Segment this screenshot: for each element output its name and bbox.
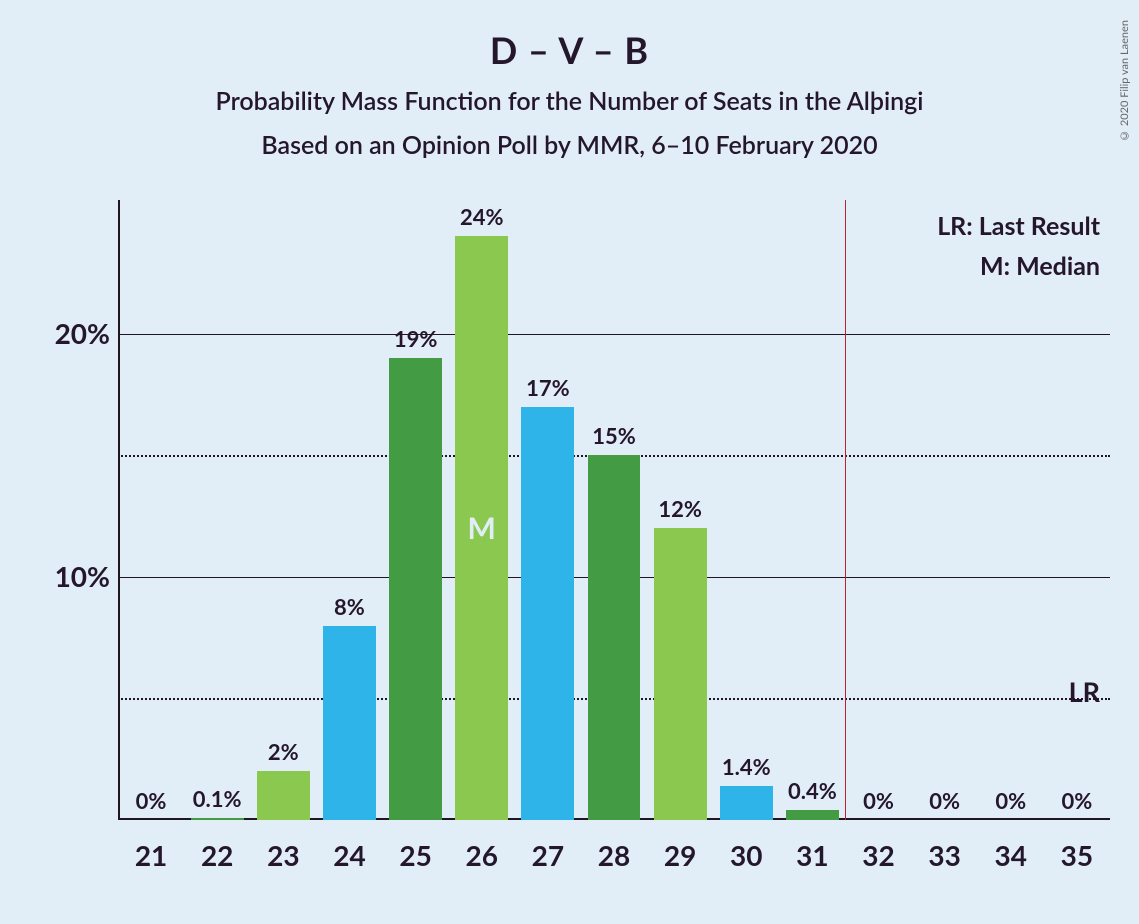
x-axis-tick-label: 26 <box>449 820 515 872</box>
chart-subtitle-2: Based on an Opinion Poll by MMR, 6–10 Fe… <box>0 130 1139 160</box>
x-axis-tick-label: 24 <box>316 820 382 872</box>
legend: LR: Last Result M: Median <box>937 206 1100 286</box>
bar-value-label: 0% <box>918 787 971 820</box>
y-axis-tick-label: 20% <box>20 316 110 350</box>
y-axis-line <box>118 200 120 820</box>
bar-value-label: 0% <box>852 787 905 820</box>
x-axis-tick-label: 28 <box>581 820 647 872</box>
chart-area: 10%20%0%210.1%222%238%2419%2524%M2617%27… <box>118 200 1110 820</box>
bar: 24%M <box>455 236 508 820</box>
x-axis-tick-label: 25 <box>383 820 449 872</box>
x-axis-tick-label: 30 <box>713 820 779 872</box>
legend-lr: LR: Last Result <box>937 206 1100 246</box>
bar-value-label: 0% <box>125 787 178 820</box>
bar-value-label: 0.1% <box>191 785 244 818</box>
chart-title: D – V – B <box>0 0 1139 72</box>
bar-value-label: 0% <box>1050 787 1103 820</box>
lr-line <box>845 200 846 820</box>
x-axis-tick-label: 27 <box>515 820 581 872</box>
bar: 2% <box>257 771 310 820</box>
chart-subtitle-1: Probability Mass Function for the Number… <box>0 86 1139 116</box>
bar: 15% <box>588 455 641 820</box>
bar: 1.4% <box>720 786 773 820</box>
bar-value-label: 8% <box>323 593 376 626</box>
bar-value-label: 17% <box>521 374 574 407</box>
x-axis-tick-label: 21 <box>118 820 184 872</box>
copyright-text: © 2020 Filip van Laenen <box>1118 20 1131 142</box>
bar-value-label: 12% <box>654 495 707 528</box>
y-axis-tick-label: 10% <box>20 559 110 593</box>
bar: 17% <box>521 407 574 820</box>
bar-value-label: 0.4% <box>786 777 839 810</box>
bar-value-label: 19% <box>389 325 442 358</box>
gridline-major <box>118 334 1110 335</box>
bar-value-label: 1.4% <box>720 753 773 786</box>
bar: 8% <box>323 626 376 821</box>
x-axis-tick-label: 29 <box>647 820 713 872</box>
bar-value-label: 15% <box>588 422 641 455</box>
x-axis-tick-label: 34 <box>978 820 1044 872</box>
x-axis-tick-label: 22 <box>184 820 250 872</box>
plot-region: 10%20%0%210.1%222%238%2419%2524%M2617%27… <box>118 200 1110 820</box>
bar: 12% <box>654 528 707 820</box>
x-axis-tick-label: 32 <box>845 820 911 872</box>
bar-value-label: 24% <box>455 203 508 236</box>
bar: 0.4% <box>786 810 839 820</box>
legend-m: M: Median <box>937 246 1100 286</box>
x-axis-tick-label: 31 <box>779 820 845 872</box>
x-axis-tick-label: 35 <box>1044 820 1110 872</box>
bar: 19% <box>389 358 442 820</box>
x-axis-tick-label: 23 <box>250 820 316 872</box>
bar-value-label: 0% <box>984 787 1037 820</box>
x-axis-tick-label: 33 <box>912 820 978 872</box>
lr-marker-label: LR <box>1069 675 1100 708</box>
bar-value-label: 2% <box>257 738 310 771</box>
median-marker: M <box>455 510 508 546</box>
